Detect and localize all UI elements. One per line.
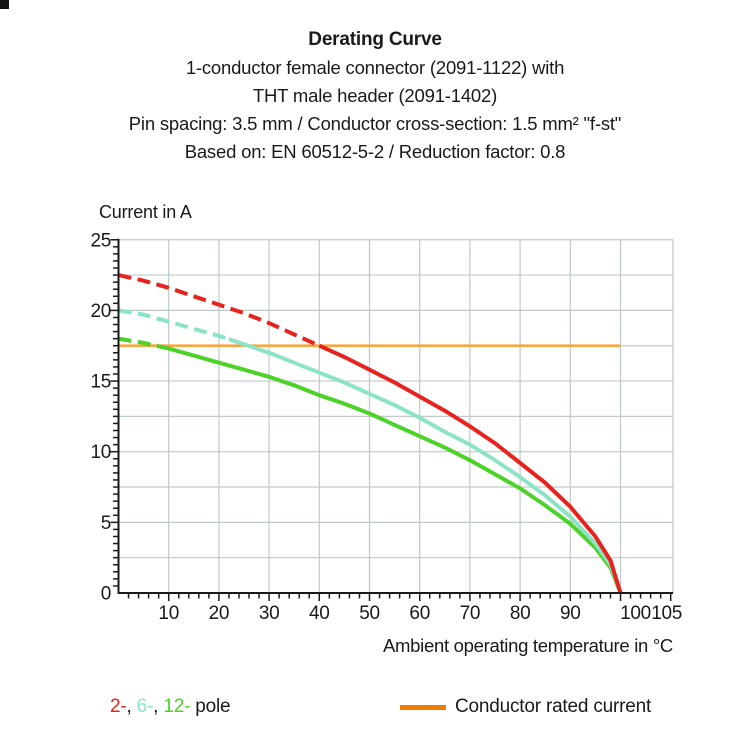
y-tick-label: 25 xyxy=(90,230,111,251)
x-tick-label: 30 xyxy=(259,603,280,624)
x-tick-label: 90 xyxy=(560,603,581,624)
derating-chart: 10 20 30 40 50 60 70 80 90 100 105 0 5 10 15 20 25 Ambien… xyxy=(90,230,682,656)
curve-2-pole xyxy=(318,343,623,594)
rated-current-swatch xyxy=(400,705,446,710)
y-tick-label: 20 xyxy=(90,301,111,322)
rated-current-label: Conductor rated current xyxy=(455,696,652,717)
legend-pole-part: 6- xyxy=(136,696,154,717)
x-tick-label: 50 xyxy=(359,603,380,624)
y-tick-label: 0 xyxy=(101,584,111,605)
y-axis-title: Current in A xyxy=(99,202,192,222)
x-tick-label: 20 xyxy=(209,603,230,624)
chart-subtitle-header: THT male header (2091-1402) xyxy=(252,85,498,106)
chart-subtitle-standard: Based on: EN 60512-5-2 / Reduction facto… xyxy=(184,141,566,162)
x-axis-title: Ambient operating temperature in °C xyxy=(383,635,673,656)
corner-mark xyxy=(0,0,9,9)
legend-pole-part: 12- xyxy=(163,696,191,717)
x-tick-label: 40 xyxy=(309,603,330,624)
chart-title: Derating Curve xyxy=(308,29,442,50)
curve-12-pole-dashed xyxy=(118,336,160,349)
curve-6-pole-dashed xyxy=(118,308,230,342)
x-tick-label: 100 xyxy=(620,603,651,624)
curve-2-pole-dashed xyxy=(118,273,321,348)
legend-pole-part: pole xyxy=(190,696,231,717)
legend-pole-part: , xyxy=(153,696,164,717)
curve-6-pole xyxy=(228,337,623,594)
x-tick-label: 60 xyxy=(409,603,430,624)
x-tick-label: 70 xyxy=(460,603,481,624)
y-tick-label: 5 xyxy=(101,513,111,534)
legend-pole-labels: 2-, 6-, 12- pole xyxy=(110,696,231,718)
legend-pole-part: , xyxy=(126,696,137,717)
curve-12-pole xyxy=(158,344,623,594)
chart-subtitle-connector: 1-conductor female connector (2091-1122)… xyxy=(185,57,565,78)
x-tick-label: 105 xyxy=(651,603,682,624)
x-tick-label: 10 xyxy=(158,603,179,624)
legend: 2-, 6-, 12- pole Conductor rated current xyxy=(0,696,750,726)
x-tick-label: 80 xyxy=(510,603,531,624)
y-tick-label: 15 xyxy=(90,372,111,393)
chart-header: Derating Curve 1-conductor female connec… xyxy=(0,26,750,166)
chart-subtitle-spacing: Pin spacing: 3.5 mm / Conductor cross-se… xyxy=(128,113,622,134)
legend-pole-part: 2- xyxy=(110,696,127,717)
y-tick-label: 10 xyxy=(90,442,111,463)
